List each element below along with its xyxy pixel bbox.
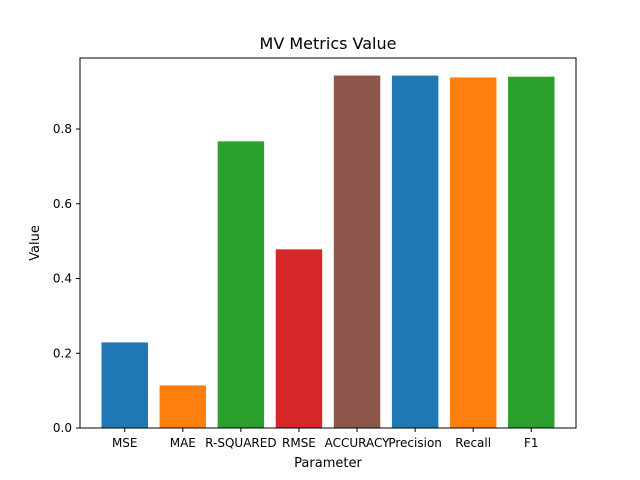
y-tick-label: 0.0	[53, 421, 72, 435]
bar-f1	[508, 76, 555, 429]
y-axis-label: Value	[28, 225, 43, 261]
x-tick-label: F1	[524, 436, 539, 450]
x-axis-label: Parameter	[294, 456, 362, 471]
x-tick-label: Precision	[388, 436, 442, 450]
x-tick-label: Recall	[455, 436, 491, 450]
y-axis: 0.0 0.2 0.4 0.6 0.8	[53, 122, 80, 435]
bar-accuracy	[333, 75, 381, 428]
x-tick-label: ACCURACY	[325, 436, 391, 450]
bar-mse	[101, 342, 148, 428]
x-tick-label: RMSE	[282, 436, 316, 450]
bars-group	[101, 75, 555, 429]
chart-title: MV Metrics Value	[260, 34, 397, 53]
bar-recall	[449, 77, 497, 429]
bar-mae	[159, 385, 207, 428]
x-tick-label: MAE	[170, 436, 196, 450]
y-tick-label: 0.6	[53, 197, 72, 211]
x-tick-label: R-SQUARED	[205, 436, 276, 450]
y-tick-label: 0.8	[53, 122, 72, 136]
y-tick-label: 0.4	[53, 272, 72, 286]
bar-rmse	[275, 249, 323, 428]
x-tick-label: MSE	[112, 436, 138, 450]
bar-precision	[391, 75, 439, 428]
plot-frame	[79, 57, 577, 429]
y-tick-label: 0.2	[53, 346, 72, 360]
bar-r-squared	[217, 141, 265, 428]
